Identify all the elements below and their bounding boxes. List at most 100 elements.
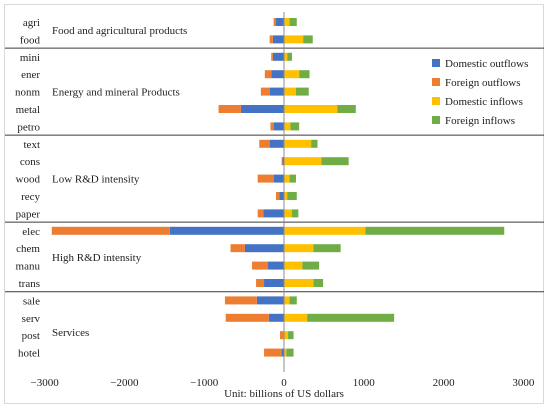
category-label: paper [16,208,41,220]
category-label: trans [19,278,40,290]
bar-foreign-inflows [287,192,297,200]
bar-domestic-inflows [284,226,366,235]
category-label: ener [21,69,40,81]
bar-foreign-inflows [321,157,349,166]
group-label: Energy and mineral Products [52,87,180,99]
bar-foreign-outflows [260,87,270,96]
legend-entry: Domestic inflows [445,96,523,108]
category-label: metal [16,104,40,116]
bar-domestic-inflows [284,70,300,79]
bar-foreign-inflows [299,70,310,79]
group-label: Food and agricultural products [52,25,187,37]
category-label: cons [20,156,40,168]
category-label: petro [17,121,40,133]
bar-foreign-outflows [259,139,270,148]
category-label: agri [23,17,40,29]
bar-foreign-outflows [273,18,277,26]
bar-foreign-outflows [218,105,241,113]
bar-foreign-inflows [307,313,395,322]
bar-domestic-outflows [272,35,284,44]
bar-domestic-inflows [284,244,314,253]
x-tick-label: 3000 [512,377,535,389]
bar-foreign-inflows [295,87,309,96]
bar-foreign-inflows [289,296,297,305]
bar-domestic-outflows [279,192,284,200]
bar-foreign-outflows [276,192,280,200]
bar-foreign-outflows [264,348,282,357]
bar-foreign-outflows [224,296,257,305]
bar-domestic-inflows [284,35,304,44]
bar-domestic-outflows [276,18,284,26]
category-label: serv [22,313,41,325]
group-labels: Food and agricultural products Energy and… [52,25,187,339]
legend-swatch [432,78,440,86]
bar-foreign-inflows [286,348,294,357]
bar-domestic-outflows [269,87,284,96]
bar-domestic-outflows [244,244,284,253]
legend: Domestic outflows Foreign outflows Domesti… [432,58,528,127]
bar-domestic-inflows [284,192,288,200]
x-tick-labels: −3000 −2000 −1000 0 1000 2000 3000 [30,377,534,389]
bar-foreign-outflows [230,244,245,253]
bar-foreign-inflows [287,331,294,340]
bar-foreign-inflows [337,105,356,113]
bar-domestic-outflows [282,157,284,166]
bar-domestic-inflows [284,18,290,26]
bar-domestic-outflows [272,52,284,61]
legend-entry: Domestic outflows [445,58,528,70]
bar-marks [51,18,505,357]
bar-foreign-outflows [280,331,284,340]
bar-foreign-outflows [269,35,273,44]
x-tick-label: 1000 [353,377,376,389]
bar-foreign-outflows [51,226,170,235]
bar-domestic-inflows [284,174,290,183]
bar-domestic-outflows [263,209,284,218]
bar-domestic-inflows [284,52,288,61]
legend-swatch [432,97,440,105]
category-label: sale [23,295,40,307]
x-tick-label: −3000 [30,377,59,389]
bar-domestic-inflows [284,313,308,322]
bar-domestic-inflows [284,105,338,113]
category-label: chem [16,243,40,255]
bar-foreign-inflows [313,244,341,253]
legend-entry: Foreign outflows [445,77,520,89]
x-tick-label: −1000 [190,377,219,389]
bar-foreign-outflows [225,313,269,322]
bar-foreign-outflows [281,157,283,166]
bar-foreign-inflows [303,35,313,44]
bar-foreign-outflows [264,70,272,79]
category-labels: agri food mini ener nonm metal petro text cons wo… [15,17,41,360]
bar-foreign-inflows [289,18,297,26]
bar-foreign-inflows [287,52,292,61]
category-label: text [24,139,41,151]
x-tick-label: −2000 [110,377,139,389]
category-label: food [20,34,41,46]
bar-domestic-inflows [284,279,314,287]
bar-foreign-outflows [270,122,274,131]
bar-domestic-inflows [284,157,322,166]
bar-domestic-inflows [284,261,303,270]
bar-domestic-outflows [273,174,284,183]
bar-domestic-outflows [281,348,284,357]
group-label: Low R&D intensity [52,174,140,186]
bar-domestic-outflows [269,139,284,148]
bar-domestic-outflows [271,70,284,79]
legend-entry: Foreign inflows [445,115,515,127]
bar-foreign-inflows [313,279,324,287]
category-label: post [22,330,40,342]
category-label: mini [20,52,40,64]
category-label: hotel [18,348,40,360]
bar-foreign-outflows [256,279,265,287]
bar-domestic-outflows [273,122,284,131]
bar-domestic-outflows [169,226,284,235]
bar-domestic-inflows [284,296,290,305]
x-axis-label: Unit: billions of US dollars [224,388,344,400]
bar-foreign-inflows [291,209,299,218]
category-label: recy [21,191,40,203]
bar-foreign-inflows [365,226,505,235]
bar-foreign-inflows [311,139,318,148]
category-label: elec [22,226,40,238]
bar-foreign-outflows [257,209,264,218]
bar-domestic-inflows [284,331,288,340]
